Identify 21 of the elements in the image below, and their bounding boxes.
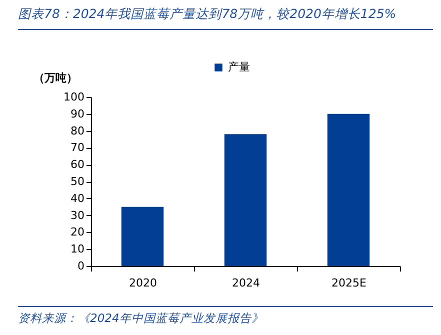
y-tick-label: 90 bbox=[70, 107, 84, 120]
y-axis-title: （万吨） bbox=[34, 72, 78, 84]
y-tick-label: 50 bbox=[70, 175, 84, 188]
chart-title: 图表78：2024年我国蓝莓产量达到78万吨，较2020年增长125% bbox=[18, 6, 433, 30]
bar bbox=[327, 114, 370, 266]
y-tick-label: 30 bbox=[70, 208, 84, 222]
y-tick-label: 20 bbox=[70, 226, 84, 239]
y-tick-label: 0 bbox=[78, 260, 84, 272]
y-tick-label: 70 bbox=[70, 141, 84, 154]
x-tick-label: 2020 bbox=[129, 276, 157, 290]
legend-label: 产量 bbox=[228, 60, 250, 74]
y-tick-label: 10 bbox=[70, 242, 84, 256]
y-tick-label: 60 bbox=[70, 158, 84, 172]
y-tick-label: 40 bbox=[70, 192, 84, 205]
y-tick-label: 80 bbox=[70, 124, 84, 138]
x-tick-label: 2024 bbox=[232, 276, 260, 290]
text: 资料来源：《2024年中国蓝莓产业发展报告》 bbox=[18, 306, 433, 326]
bar bbox=[224, 134, 267, 266]
y-tick-label: 100 bbox=[64, 90, 84, 104]
bar bbox=[121, 206, 164, 266]
x-tick-label: 2025E bbox=[332, 276, 367, 290]
